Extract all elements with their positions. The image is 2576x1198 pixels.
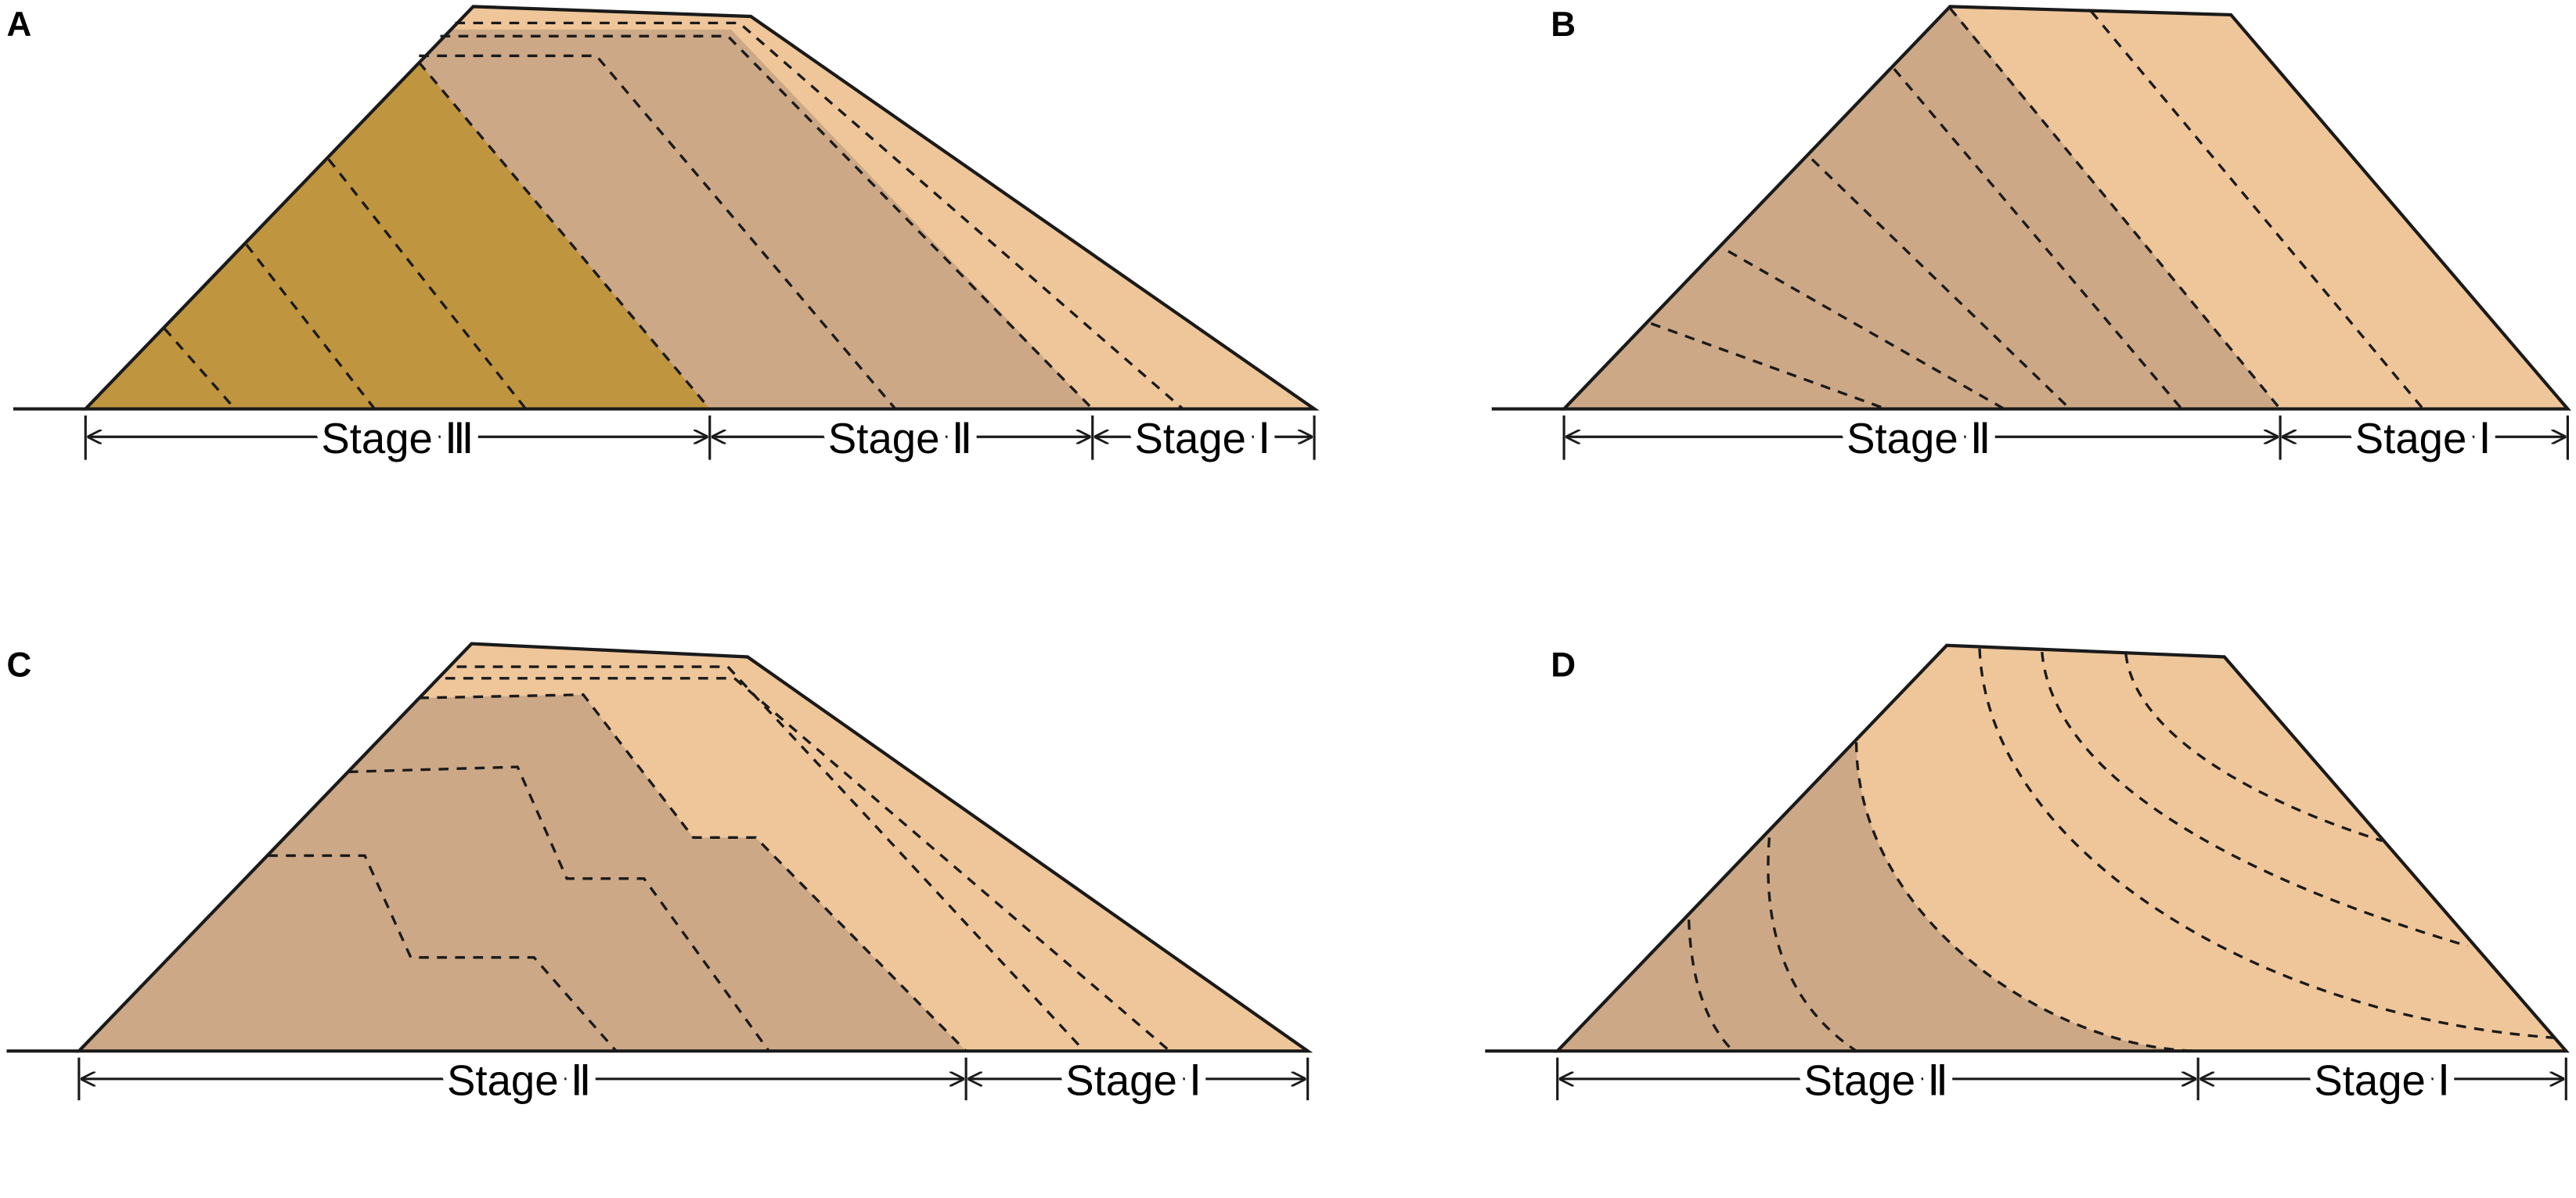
stage-label: Stage Ⅰ — [1134, 415, 1270, 462]
panel-label: D — [1551, 646, 1576, 685]
panel-b: B Stage Ⅱ Stage Ⅰ — [1491, 5, 2571, 470]
stage-label: Stage Ⅱ — [828, 415, 973, 462]
panel-label: B — [1551, 5, 1576, 44]
stage-label: Stage Ⅱ — [1846, 415, 1991, 462]
panel-c: C Stage Ⅱ Stage Ⅰ — [6, 642, 1313, 1113]
stage-label: Stage Ⅱ — [447, 1057, 592, 1105]
stage-label: Stage Ⅰ — [2355, 415, 2491, 462]
stage-label: Stage Ⅰ — [1065, 1057, 1202, 1105]
stage-label: Stage Ⅱ — [1804, 1057, 1949, 1105]
panel-label: A — [7, 5, 32, 44]
panel-label: C — [7, 646, 32, 685]
panel-a: A Stage Ⅲ Stage Ⅱ Stage Ⅰ — [7, 5, 1320, 470]
stage-label: Stage Ⅲ — [321, 415, 474, 462]
panel-d: D Stage Ⅱ Stage Ⅰ — [1485, 643, 2570, 1113]
stage-label: Stage Ⅰ — [2314, 1057, 2450, 1105]
